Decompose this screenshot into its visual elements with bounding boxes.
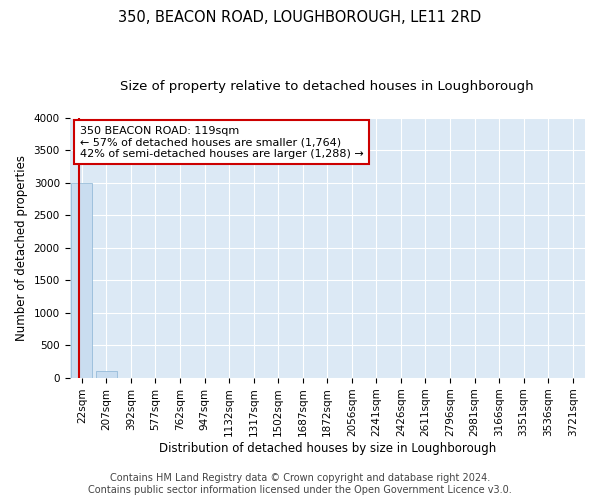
X-axis label: Distribution of detached houses by size in Loughborough: Distribution of detached houses by size … <box>158 442 496 455</box>
Text: Contains HM Land Registry data © Crown copyright and database right 2024.
Contai: Contains HM Land Registry data © Crown c… <box>88 474 512 495</box>
Text: 350, BEACON ROAD, LOUGHBOROUGH, LE11 2RD: 350, BEACON ROAD, LOUGHBOROUGH, LE11 2RD <box>118 10 482 25</box>
Title: Size of property relative to detached houses in Loughborough: Size of property relative to detached ho… <box>121 80 534 93</box>
Y-axis label: Number of detached properties: Number of detached properties <box>15 155 28 341</box>
Text: 350 BEACON ROAD: 119sqm
← 57% of detached houses are smaller (1,764)
42% of semi: 350 BEACON ROAD: 119sqm ← 57% of detache… <box>80 126 364 159</box>
Bar <box>71 183 92 378</box>
Bar <box>96 371 117 378</box>
